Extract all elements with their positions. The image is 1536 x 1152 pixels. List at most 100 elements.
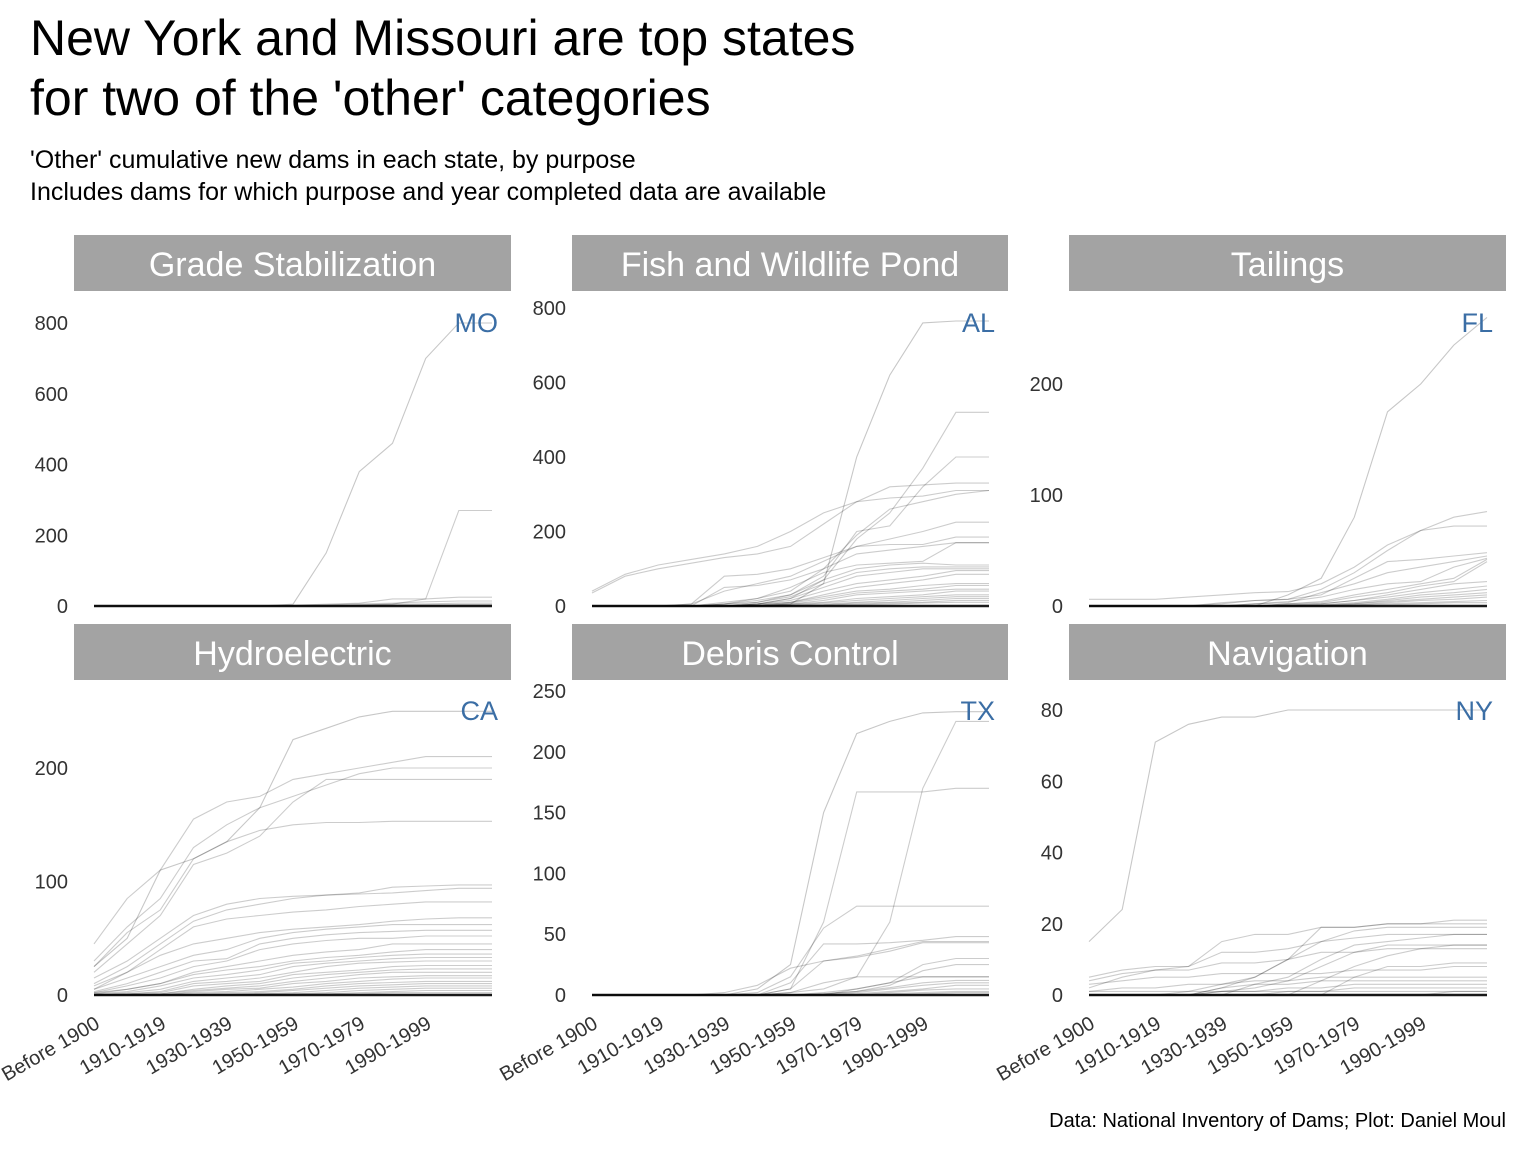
series-line	[93, 964, 492, 996]
series-line	[1089, 511, 1488, 600]
y-tick-label: 0	[1052, 985, 1063, 1007]
series-line-fl	[1089, 316, 1488, 607]
series-line	[592, 573, 989, 607]
y-tick-label: 20	[1041, 914, 1063, 936]
facet-strip	[572, 235, 1008, 291]
y-tick-label: 100	[533, 863, 566, 885]
series-line	[93, 956, 492, 996]
y-tick-label: 200	[35, 525, 68, 547]
series-line	[93, 887, 492, 979]
series-line	[93, 778, 492, 973]
y-tick-label: 200	[35, 758, 68, 780]
series-line	[93, 820, 492, 967]
series-line	[94, 509, 492, 607]
series-line	[93, 917, 492, 987]
y-tick-label: 0	[57, 985, 68, 1007]
series-line	[1088, 948, 1487, 982]
series-line	[93, 767, 492, 962]
chart-title-line-2: for two of the 'other' categories	[30, 70, 711, 126]
facet-panel-fish-and-wildlife-pond: Fish and Wildlife Pond 0 200 400 600 800 AL	[533, 235, 1008, 618]
chart-subtitle-line-1: 'Other' cumulative new dams in each stat…	[30, 146, 636, 174]
y-tick-label: 400	[35, 455, 68, 477]
series-line-ny	[1088, 709, 1487, 942]
facet-panel-grade-stabilization: Grade Stabilization 0 200 400 600 800 MO	[35, 235, 511, 618]
y-tick-label: 200	[533, 522, 566, 544]
series-line	[93, 756, 492, 945]
series-line	[93, 884, 492, 985]
y-tick-label: 600	[35, 384, 68, 406]
series-line	[93, 953, 492, 995]
y-tick-label: 50	[544, 924, 566, 946]
series-line-ca	[93, 710, 492, 968]
y-tick-label: 800	[533, 298, 566, 320]
y-tick-label: 40	[1041, 843, 1063, 865]
chart-title: New York and Missouri are top states for…	[30, 8, 855, 128]
series-line	[592, 936, 989, 996]
series-line	[1088, 965, 1487, 985]
facet-strip	[572, 624, 1008, 680]
y-tick-label: 0	[555, 596, 566, 618]
y-tick-label: 600	[533, 373, 566, 395]
series-line	[592, 720, 989, 996]
y-tick-label: 0	[555, 985, 566, 1007]
series-line	[93, 943, 492, 994]
facet-strip-label: Navigation	[1207, 635, 1368, 673]
series-line	[1088, 933, 1487, 989]
facet-panel-tailings: Tailings 0 100 200 FL	[1030, 235, 1506, 618]
y-tick-label: 800	[35, 313, 68, 335]
top-state-label: AL	[962, 308, 995, 338]
top-state-label: TX	[960, 696, 995, 726]
facet-strip	[1069, 235, 1506, 291]
facet-strip-label: Fish and Wildlife Pond	[621, 246, 959, 284]
top-state-label: NY	[1455, 696, 1493, 726]
facet-strip-label: Grade Stabilization	[149, 246, 436, 284]
facet-strip-label: Tailings	[1231, 246, 1344, 284]
series-line	[93, 960, 492, 996]
series-line	[1089, 552, 1488, 607]
series-line	[93, 924, 492, 990]
facet-strip-label: Debris Control	[681, 635, 898, 673]
series-line	[591, 489, 989, 592]
chart-subtitle-line-2: Includes dams for which purpose and year…	[30, 178, 827, 206]
series-line	[1088, 976, 1487, 992]
y-tick-label: 60	[1041, 771, 1063, 793]
series-line	[93, 949, 492, 995]
series-line	[592, 964, 989, 996]
top-state-label: CA	[460, 696, 498, 726]
facet-strip	[74, 235, 511, 291]
y-tick-label: 250	[533, 681, 566, 703]
series-line	[592, 411, 989, 607]
series-line	[592, 536, 989, 607]
y-tick-label: 0	[1052, 596, 1063, 618]
y-tick-label: 100	[35, 872, 68, 894]
series-line	[591, 482, 989, 594]
y-tick-label: 400	[533, 447, 566, 469]
y-tick-label: 150	[533, 803, 566, 825]
top-state-label: FL	[1461, 308, 1493, 338]
series-line	[93, 935, 492, 994]
facet-strip	[1069, 624, 1506, 680]
chart-subtitle: 'Other' cumulative new dams in each stat…	[30, 144, 826, 208]
series-line	[592, 905, 989, 996]
series-line	[93, 929, 492, 993]
y-tick-label: 0	[57, 596, 68, 618]
chart-title-line-1: New York and Missouri are top states	[30, 10, 856, 66]
y-tick-label: 80	[1041, 700, 1063, 722]
series-line	[592, 940, 989, 996]
y-tick-label: 100	[1030, 485, 1063, 507]
chart-caption: Data: National Inventory of Dams; Plot: …	[1049, 1110, 1506, 1132]
series-line	[1089, 983, 1487, 996]
top-state-label: MO	[455, 308, 499, 338]
series-line	[592, 942, 989, 996]
series-line-mo	[94, 322, 492, 607]
y-tick-label: 200	[533, 742, 566, 764]
y-tick-label: 200	[1030, 374, 1063, 396]
facet-strip-label: Hydroelectric	[193, 635, 391, 673]
series-line	[1089, 933, 1487, 996]
series-line-tx	[592, 711, 989, 996]
series-line	[93, 901, 492, 990]
